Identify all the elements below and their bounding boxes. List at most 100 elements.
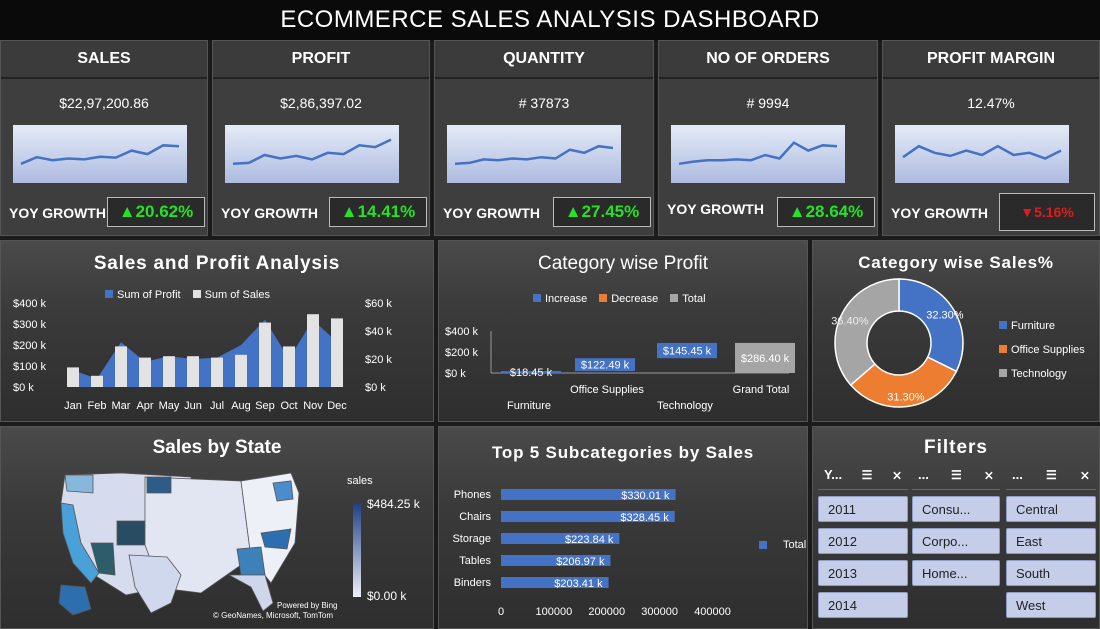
month-label: May: [159, 400, 180, 412]
slicer-item-west[interactable]: West: [1006, 592, 1096, 618]
left-tick: $0 k: [13, 382, 34, 394]
arrow-up-icon: ▲: [564, 202, 582, 221]
map-new-york: [272, 480, 294, 502]
yoy-growth-value: 14.41%: [357, 202, 416, 221]
category-sales-title: Category wise Sales%: [858, 253, 1054, 272]
kpi-title: SALES: [1, 41, 207, 79]
sparkline-trend: [902, 144, 1062, 160]
donut-label: 32.30%: [926, 309, 964, 321]
kpi-value: $22,97,200.86: [59, 95, 149, 111]
top5-x-tick: 300000: [641, 606, 678, 618]
clear-filter-icon[interactable]: ⨯: [983, 467, 994, 482]
slicer-item-2013[interactable]: 2013: [818, 560, 908, 586]
kpi-sparkline: [225, 125, 399, 183]
multi-select-icon[interactable]: ☰: [1046, 467, 1057, 482]
month-label: Feb: [88, 400, 107, 412]
yoy-label: YOY GROWTH: [9, 205, 106, 221]
top5-panel: Top 5 Subcategories by Sales Total Phone…: [438, 426, 808, 629]
kpi-panel-quantity: QUANTITY # 37873 YOY GROWTH ▲ 27.45%: [434, 40, 654, 236]
kpi-sparkline: [13, 125, 187, 183]
subcategory-label: Binders: [454, 577, 492, 589]
sales-profit-title: Sales and Profit Analysis: [93, 253, 341, 274]
legend-increase: Increase: [533, 293, 587, 305]
month-label: Aug: [231, 400, 251, 412]
slicer-item-south[interactable]: South: [1006, 560, 1096, 586]
kpi-sparkline: [895, 125, 1069, 183]
donut-legend-label: Furniture: [1011, 320, 1055, 332]
waterfall-bar: [657, 342, 717, 359]
multi-select-icon[interactable]: ☰: [861, 467, 873, 482]
clear-filter-icon[interactable]: ⨯: [891, 467, 902, 482]
waterfall-label: $122.49 k: [581, 360, 630, 372]
left-tick: $400 k: [13, 298, 47, 310]
category-sales-panel: Category wise Sales% 32.30% 31.30% 36.40% F…: [812, 240, 1100, 422]
dashboard-title: ECOMMERCE SALES ANALYSIS DASHBOARD: [0, 0, 1100, 40]
map-north-dakota: [146, 476, 172, 494]
dashboard-title-text: ECOMMERCE SALES ANALYSIS DASHBOARD: [280, 6, 820, 33]
subcategory-label: Storage: [452, 533, 491, 545]
subcategory-value: $203.41 k: [554, 578, 603, 590]
filters-title: Filters: [923, 437, 989, 458]
subcategory-value: $328.45 k: [620, 512, 669, 524]
category-label: Grand Total: [733, 384, 790, 396]
right-tick: $0 k: [365, 382, 386, 394]
legend-decrease: Decrease: [599, 293, 658, 305]
subcategory-label: Chairs: [459, 511, 491, 523]
category-profit-chart: $18.45 k $122.49 k $145.45 k $286.40 k $400 …: [445, 326, 795, 412]
yoy-growth-box: ▲ 14.41%: [329, 197, 427, 227]
map-legend-max: $484.25 k: [367, 497, 420, 511]
right-tick: $60 k: [365, 298, 392, 310]
kpi-panel-no-of-orders: NO OF ORDERS # 9994 YOY GROWTH ▲ 28.64%: [658, 40, 878, 236]
yoy-growth-value: 28.64%: [805, 202, 864, 221]
slicer-item-2014[interactable]: 2014: [818, 592, 908, 618]
clear-filter-icon[interactable]: ⨯: [1079, 467, 1090, 482]
kpi-sparkline: [671, 125, 845, 183]
slicer-item-corpo[interactable]: Corpo...: [912, 528, 1000, 554]
slicer-item-2011[interactable]: 2011: [818, 496, 908, 522]
segment-slicer: ... ☰ ⨯ Consu... Corpo... Home...: [912, 460, 1000, 586]
yoy-label: YOY GROWTH: [443, 205, 540, 221]
donut-legend-swatch: [999, 321, 1007, 329]
month-label: Jul: [210, 400, 224, 412]
donut-slice: [898, 278, 964, 373]
subcategory-bar: [501, 577, 609, 588]
sales-bar: [235, 354, 247, 387]
sales-bar: [139, 357, 151, 387]
donut-legend-label: Office Supplies: [1011, 344, 1085, 356]
sales-bar: [259, 322, 271, 387]
top5-x-tick: 200000: [588, 606, 625, 618]
map-credit-bing: Powered by Bing: [277, 601, 338, 610]
slicer-item-central[interactable]: Central: [1006, 496, 1096, 522]
subcategory-value: $330.01 k: [621, 490, 670, 502]
state-map-title: Sales by State: [152, 437, 282, 458]
subcategory-bar: [501, 489, 676, 500]
sparkline-trend: [232, 138, 392, 166]
left-tick: $300 k: [13, 319, 47, 331]
slicer-title: Y...: [824, 467, 843, 482]
profit-tick: $200 k: [445, 347, 479, 359]
multi-select-icon[interactable]: ☰: [951, 467, 962, 482]
slicer-item-east[interactable]: East: [1006, 528, 1096, 554]
sales-bar: [307, 314, 319, 387]
top5-x-tick: 0: [498, 606, 504, 618]
state-map-panel: Sales by State sales $484.25 k $0.00 k P…: [0, 426, 434, 629]
map-texas: [128, 554, 182, 614]
month-label: Oct: [280, 400, 297, 412]
month-label: Apr: [136, 400, 153, 412]
category-profit-title: Category wise Profit: [537, 253, 708, 274]
kpi-title: NO OF ORDERS: [659, 41, 877, 79]
waterfall-bar: [735, 342, 795, 373]
month-label: Dec: [327, 400, 347, 412]
slicer-item-home[interactable]: Home...: [912, 560, 1000, 586]
sparkline-trend: [678, 141, 838, 166]
arrow-up-icon: ▲: [788, 202, 806, 221]
subcategory-label: Phones: [454, 489, 492, 501]
slicer-item-consu[interactable]: Consu...: [912, 496, 1000, 522]
sparkline-trend: [454, 144, 614, 166]
slicer-item-2012[interactable]: 2012: [818, 528, 908, 554]
left-tick: $100 k: [13, 361, 47, 373]
arrow-up-icon: ▲: [118, 202, 136, 221]
profit-tick: $400 k: [445, 326, 479, 338]
map-california: [60, 502, 100, 584]
yoy-growth-box: ▼ 5.16%: [999, 193, 1095, 231]
